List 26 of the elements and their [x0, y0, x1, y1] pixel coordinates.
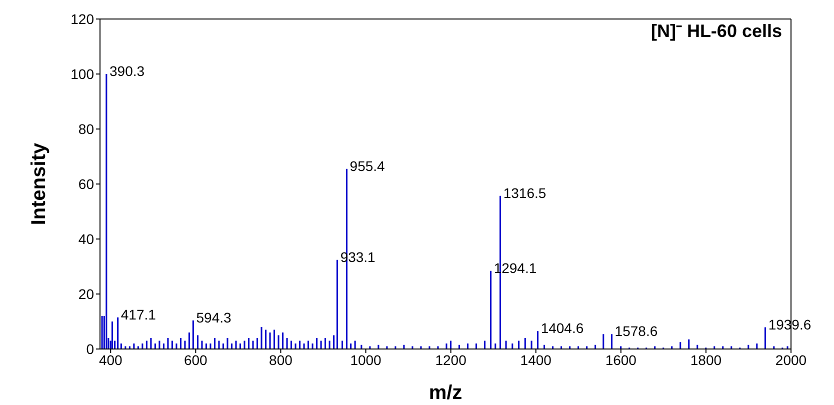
annotation: 417.1 — [120, 306, 156, 322]
y-axis-title: Intensity — [28, 142, 50, 226]
y-tick-label: 120 — [70, 10, 94, 27]
annotation: 955.4 — [350, 158, 386, 174]
x-tick-label: 1200 — [435, 352, 467, 368]
y-tick-label: 100 — [70, 66, 94, 82]
y-tick-label: 80 — [78, 120, 94, 137]
x-tick-label: 1800 — [690, 352, 722, 368]
x-tick-label: 1400 — [520, 352, 552, 368]
x-tick-label: 1600 — [605, 352, 637, 368]
annotation: 1578.6 — [614, 323, 658, 340]
annotation: 594.3 — [196, 309, 232, 326]
y-tick-label: 60 — [78, 176, 94, 192]
annotation: 1316.5 — [503, 184, 546, 201]
x-tick-label: 600 — [184, 352, 208, 368]
x-axis-title: m/z — [428, 382, 462, 404]
x-tick-label: 400 — [98, 352, 123, 368]
x-tick-label: 800 — [269, 352, 293, 368]
chart-title: [N]⁻ HL-60 cells — [650, 20, 782, 42]
y-tick-label: 20 — [78, 286, 94, 302]
y-tick-label: 40 — [78, 230, 94, 247]
annotation: 390.3 — [110, 63, 145, 79]
x-tick-label: 2000 — [775, 352, 807, 368]
x-tick-label: 1000 — [350, 352, 382, 368]
y-tick-label: 0 — [86, 340, 94, 357]
annotation: 1404.6 — [540, 320, 584, 336]
